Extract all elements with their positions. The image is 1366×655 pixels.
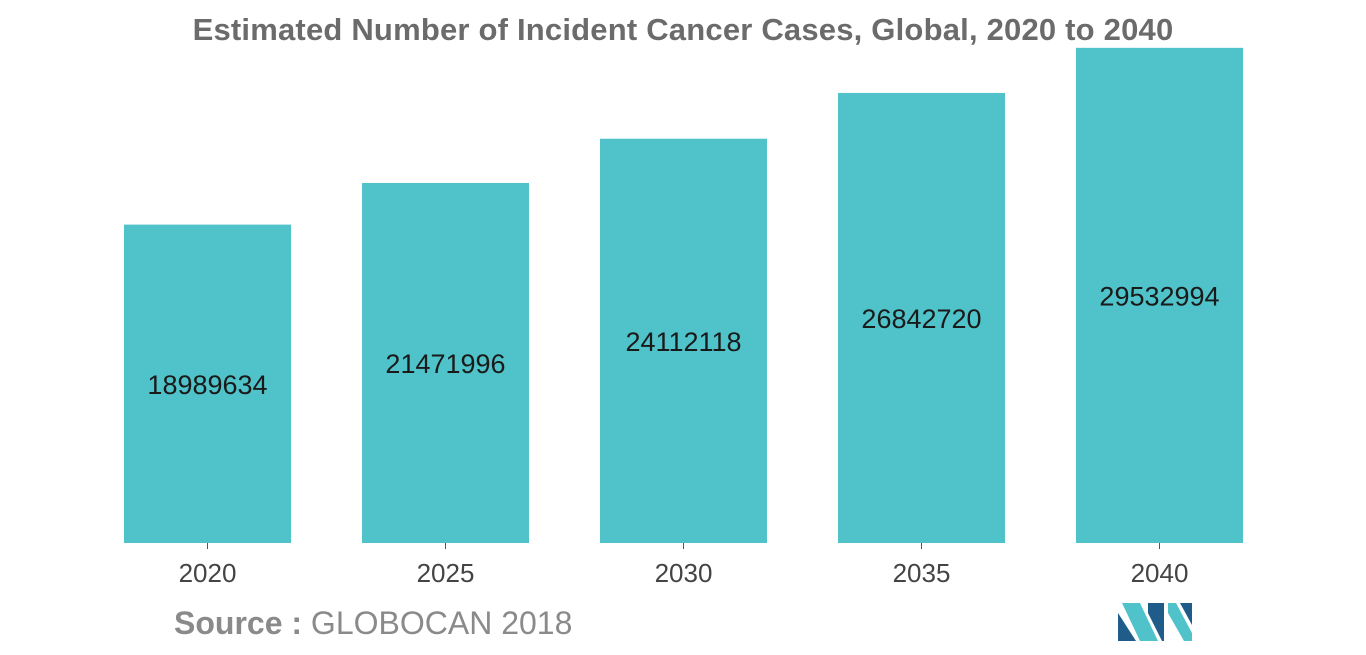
x-axis-ticks-layer: 2020 2025 2030 2035 2040 [179, 543, 1189, 588]
data-labels-layer: 18989634 21471996 24112118 26842720 29532994 [147, 281, 1219, 399]
logo-shape-mid-left [1122, 603, 1158, 641]
bar-2030 [600, 138, 767, 543]
logo-shape-left [1118, 613, 1136, 641]
data-label-2020: 18989634 [147, 370, 267, 400]
logo-shape-center [1148, 603, 1164, 641]
x-tick-label-2025: 2025 [417, 558, 475, 588]
data-label-2040: 29532994 [1099, 281, 1219, 311]
x-tick-label-2035: 2035 [893, 558, 951, 588]
bar-2040 [1076, 47, 1243, 543]
data-label-2025: 21471996 [385, 349, 505, 379]
x-tick-label-2030: 2030 [655, 558, 713, 588]
bar-chart: 18989634 21471996 24112118 26842720 29532994… [124, 47, 1243, 588]
x-tick-label-2040: 2040 [1131, 558, 1189, 588]
data-label-2030: 24112118 [625, 327, 741, 357]
data-label-2035: 26842720 [861, 304, 981, 334]
bar-2020 [124, 224, 291, 544]
logo-shape-right [1180, 603, 1192, 625]
x-tick-label-2020: 2020 [179, 558, 237, 588]
bar-2035 [838, 92, 1005, 543]
logo-shape-mid-right [1168, 603, 1192, 641]
source-text: GLOBOCAN 2018 [310, 605, 573, 641]
source-note: Source : GLOBOCAN 2018 [174, 605, 572, 642]
bars-layer [124, 47, 1243, 544]
chart-title: Estimated Number of Incident Cancer Case… [192, 12, 1174, 47]
bar-2025 [362, 182, 529, 543]
source-label: Source : [174, 605, 303, 641]
brand-logo-icon [1118, 603, 1192, 641]
